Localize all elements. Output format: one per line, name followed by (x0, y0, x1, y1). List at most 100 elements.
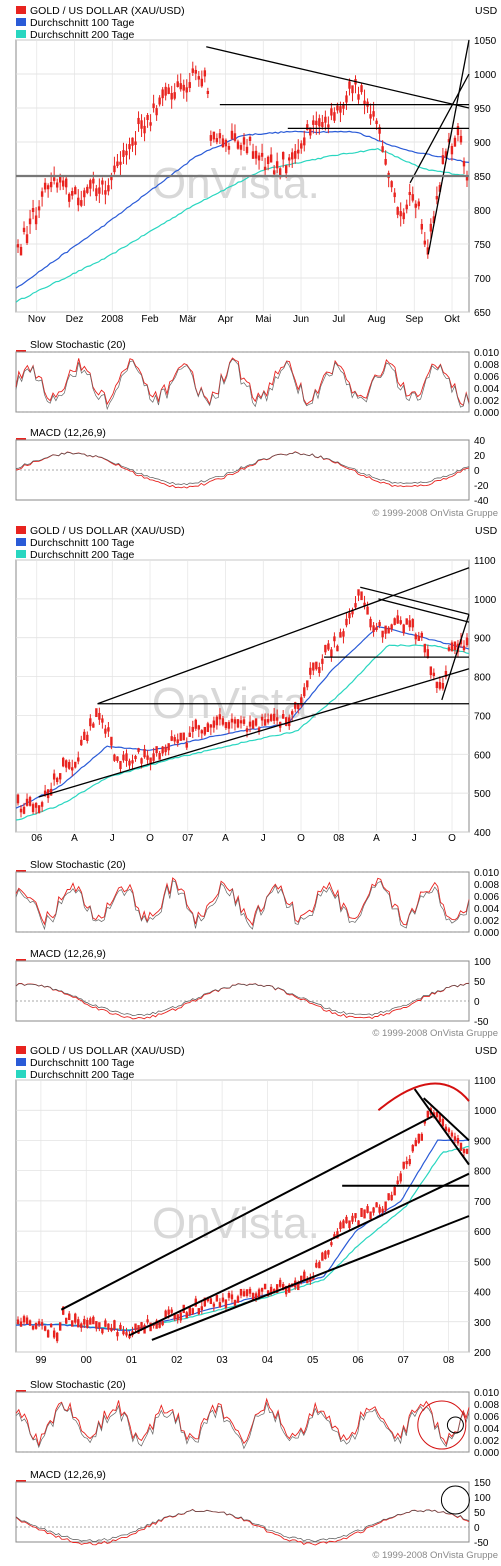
price-bar (339, 632, 342, 638)
price-bar (119, 161, 122, 165)
price-tick-label: 850 (474, 172, 491, 183)
price-bar (230, 130, 234, 139)
price-bar (278, 1279, 282, 1287)
price-bar (65, 1317, 68, 1324)
price-bar (450, 1132, 454, 1137)
price-bar (438, 1114, 442, 1123)
price-bar (444, 151, 448, 158)
price-bar (212, 131, 216, 140)
price-tick-label: 600 (474, 750, 491, 761)
legend-entry: GOLD / US DOLLAR (XAU/USD) (30, 525, 185, 537)
price-bar (89, 1318, 92, 1325)
price-bar (215, 716, 219, 726)
price-bar (236, 719, 240, 728)
price-bar (297, 1282, 300, 1291)
stoch-tick-label: 0.010 (474, 868, 499, 879)
price-bar (55, 1332, 59, 1342)
price-bar (19, 246, 23, 256)
price-bar (402, 212, 405, 220)
stoch-label: Slow Stochastic (20) (30, 1379, 126, 1391)
price-tick-label: 800 (474, 673, 491, 684)
price-bar (113, 1320, 116, 1330)
price-bar (230, 1294, 234, 1300)
price-bar (348, 1220, 351, 1229)
stoch-tick-label: 0.000 (474, 928, 499, 939)
price-bar (43, 1326, 47, 1331)
price-bar (294, 150, 297, 159)
price-bar (339, 106, 342, 113)
price-bar (31, 208, 35, 213)
time-tick-label: O (448, 833, 456, 844)
price-bar (149, 757, 152, 765)
price-bar (197, 76, 201, 80)
price-bar (465, 1148, 469, 1154)
time-tick-label: 07 (182, 833, 194, 844)
price-bar (28, 218, 32, 225)
price-bar (303, 687, 306, 697)
price-bar (104, 728, 107, 734)
price-bar (411, 1145, 414, 1152)
price-bar (432, 1112, 436, 1116)
stoch-tick-label: 0.006 (474, 372, 499, 383)
price-bar (71, 191, 74, 196)
price-bar (158, 753, 161, 760)
price-bar (242, 137, 246, 145)
ma100-line (15, 130, 470, 289)
price-bar (330, 108, 333, 116)
time-tick-label: 02 (171, 1355, 183, 1366)
price-tick-label: 500 (474, 1257, 491, 1268)
price-bar (426, 247, 430, 255)
price-bar (339, 1222, 342, 1229)
trend-line (128, 1172, 470, 1337)
price-bar (55, 777, 59, 783)
price-bar (101, 718, 104, 723)
legend-entry: GOLD / US DOLLAR (XAU/USD) (30, 1045, 185, 1057)
price-bar (128, 1334, 131, 1339)
time-tick-label: 08 (333, 833, 345, 844)
price-bar (336, 105, 339, 111)
price-bar (291, 152, 294, 160)
price-bar (465, 175, 469, 181)
price-bar (164, 1310, 167, 1318)
price-bar (366, 1206, 369, 1213)
price-bar (221, 718, 225, 725)
price-bar (209, 1298, 213, 1305)
time-tick-label: Apr (218, 314, 234, 325)
price-bar (40, 1322, 44, 1326)
price-bar (197, 725, 201, 730)
price-bar (444, 670, 448, 678)
price-bar (303, 137, 306, 146)
price-bar (411, 619, 414, 628)
price-bar (152, 103, 155, 109)
price-bar (116, 161, 119, 167)
price-bar (456, 126, 460, 136)
price-bar (170, 1309, 173, 1313)
price-bar (206, 90, 210, 95)
price-bar (218, 133, 222, 139)
time-tick-label: Mär (179, 314, 197, 325)
price-bar (300, 697, 303, 706)
price-bar (125, 753, 128, 761)
price-bar (80, 1323, 83, 1328)
price-bar (284, 717, 288, 726)
price-bar (203, 726, 207, 735)
macd-tick-label: 0 (474, 997, 480, 1008)
price-bar (37, 206, 41, 211)
macd-tick-label: 50 (474, 1508, 486, 1519)
price-bar (68, 193, 71, 202)
macd-tick-label: 50 (474, 977, 486, 988)
price-bar (375, 120, 378, 125)
price-bar (462, 645, 466, 651)
stoch-frame (15, 1391, 470, 1453)
price-bar (321, 658, 324, 664)
price-bar (384, 625, 387, 634)
price-bar (25, 798, 29, 806)
price-bar (318, 1262, 321, 1269)
macd-tick-label: 40 (474, 436, 486, 447)
price-bar (37, 1321, 41, 1325)
price-bar (441, 155, 445, 165)
price-bar (336, 1231, 339, 1239)
price-bar (245, 146, 249, 154)
stoch-tick-label: 0.004 (474, 1424, 499, 1435)
macd-label: MACD (12,26,9) (30, 427, 106, 439)
